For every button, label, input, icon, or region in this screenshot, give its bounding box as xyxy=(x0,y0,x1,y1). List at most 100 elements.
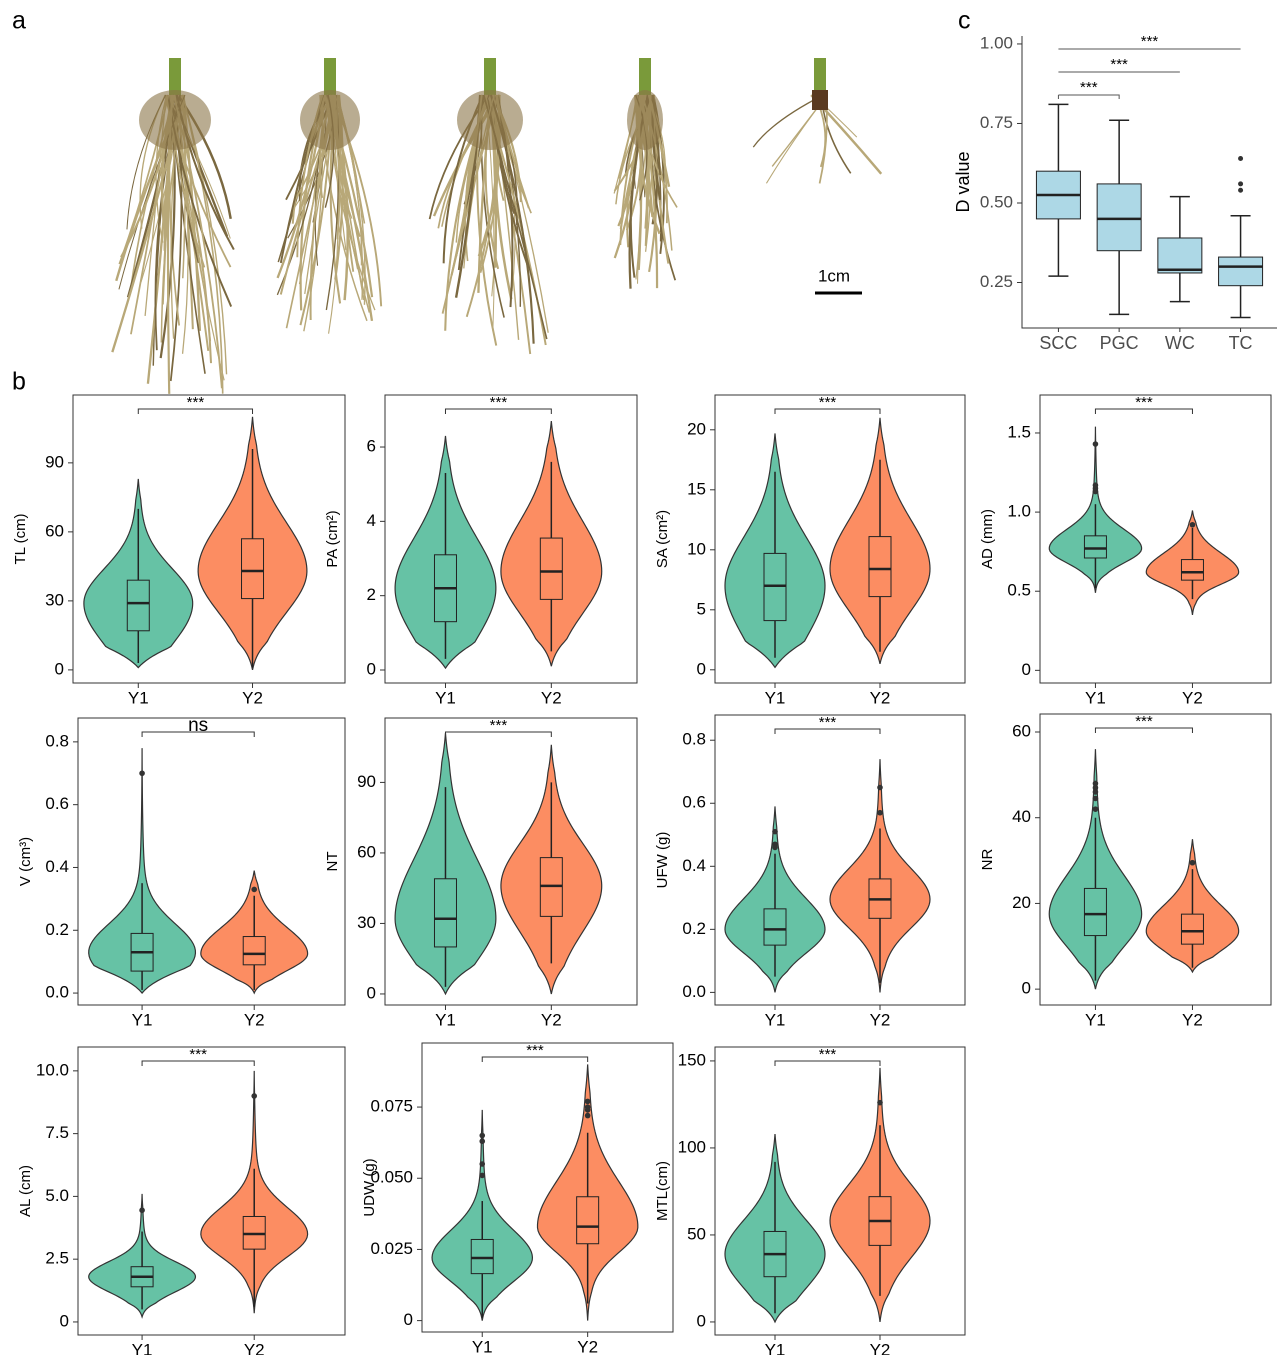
x-tick-label: Y1 xyxy=(435,688,456,707)
y-tick-label: 0 xyxy=(697,1311,706,1330)
plot-border xyxy=(715,715,965,1005)
y-tick-label: 0.2 xyxy=(45,920,69,939)
box xyxy=(243,937,265,965)
x-tick-label: Y2 xyxy=(1182,1010,1203,1029)
y-axis-title: NT xyxy=(324,852,341,872)
box xyxy=(1084,888,1106,935)
significance-label: *** xyxy=(189,1046,207,1063)
outlier xyxy=(139,770,145,776)
x-tick-label: SCC xyxy=(1039,333,1077,353)
outlier xyxy=(1093,489,1099,495)
root-photo xyxy=(112,58,881,394)
box xyxy=(471,1239,493,1273)
comparison-label: *** xyxy=(1141,33,1159,50)
y-axis-title: D value xyxy=(953,151,973,212)
outlier xyxy=(1238,181,1243,186)
box xyxy=(434,879,456,947)
crown xyxy=(457,90,523,150)
y-tick-label: 0.4 xyxy=(682,856,706,875)
significance-label: *** xyxy=(819,1046,837,1063)
outlier xyxy=(479,1173,485,1179)
y-axis-title: MTL(cm) xyxy=(654,1161,671,1221)
comparison-label: *** xyxy=(1110,56,1128,73)
outlier xyxy=(251,887,257,893)
x-tick-label: Y1 xyxy=(132,1010,153,1029)
y-tick-label: 0.0 xyxy=(45,983,69,1002)
outlier xyxy=(1190,522,1196,528)
x-tick-label: Y2 xyxy=(244,1010,265,1029)
y-tick-label: 90 xyxy=(45,452,64,471)
y-tick-label: 150 xyxy=(678,1050,706,1069)
x-tick-label: Y1 xyxy=(765,1010,786,1029)
box xyxy=(1181,914,1203,944)
x-tick-label: Y1 xyxy=(765,1340,786,1355)
box xyxy=(1181,560,1203,581)
y-tick-label: 60 xyxy=(1012,721,1031,740)
box xyxy=(1097,184,1141,251)
y-axis-title: TL (cm) xyxy=(12,513,29,564)
outlier xyxy=(1238,156,1243,161)
outlier xyxy=(1093,796,1099,802)
y-tick-label: 0 xyxy=(55,659,64,678)
y-tick-label: 0 xyxy=(367,659,376,678)
x-tick-label: Y2 xyxy=(870,1010,891,1029)
y-tick-label: 0 xyxy=(404,1310,413,1329)
y-axis-title: NR xyxy=(979,849,996,871)
outlier xyxy=(585,1107,591,1113)
y-tick-label: 0.0 xyxy=(682,982,706,1001)
panel-label: b xyxy=(12,368,26,396)
y-tick-label: 60 xyxy=(357,842,376,861)
x-tick-label: Y2 xyxy=(870,1340,891,1355)
y-tick-label: 0.8 xyxy=(45,731,69,750)
x-tick-label: Y1 xyxy=(1085,688,1106,707)
crown xyxy=(300,90,360,150)
y-tick-label: 20 xyxy=(1012,893,1031,912)
panel-label: a xyxy=(12,7,26,35)
y-tick-label: 40 xyxy=(1012,807,1031,826)
outlier xyxy=(585,1099,591,1105)
significance-label: ns xyxy=(188,715,208,736)
y-tick-label: 0.50 xyxy=(980,192,1013,211)
comparison-label: *** xyxy=(1080,79,1098,96)
y-axis-title: UDW (g) xyxy=(361,1158,378,1216)
y-tick-label: 7.5 xyxy=(45,1123,69,1142)
x-tick-label: Y2 xyxy=(541,1010,562,1029)
outlier xyxy=(479,1161,485,1167)
y-tick-label: 0.25 xyxy=(980,272,1013,291)
significance-label: *** xyxy=(526,1042,544,1059)
significance-label: *** xyxy=(490,717,508,734)
x-tick-label: Y2 xyxy=(242,688,263,707)
outlier xyxy=(139,1207,145,1213)
y-tick-label: 2 xyxy=(367,585,376,604)
y-tick-label: 60 xyxy=(45,521,64,540)
outlier xyxy=(772,829,778,835)
y-tick-label: 1.00 xyxy=(980,33,1013,52)
figure: a b c 1cm 0306090TL (cm)Y1Y2***0246PA (c… xyxy=(0,0,1277,1355)
significance-label: *** xyxy=(490,394,508,411)
crown xyxy=(139,90,211,150)
outlier xyxy=(1093,806,1099,812)
y-tick-label: 20 xyxy=(687,419,706,438)
y-tick-label: 50 xyxy=(687,1224,706,1243)
y-tick-label: 0.8 xyxy=(682,730,706,749)
x-tick-label: Y2 xyxy=(870,688,891,707)
outlier xyxy=(1190,860,1196,866)
y-tick-label: 0 xyxy=(367,983,376,1002)
outlier xyxy=(772,845,778,851)
crown xyxy=(812,90,828,110)
y-tick-label: 0 xyxy=(1022,660,1031,679)
crown xyxy=(627,90,663,150)
y-tick-label: 5.0 xyxy=(45,1186,69,1205)
y-axis-title: AL (cm) xyxy=(17,1165,34,1217)
y-tick-label: 0.6 xyxy=(682,793,706,812)
plot-border xyxy=(1040,714,1271,1005)
box xyxy=(577,1197,599,1244)
x-tick-label: TC xyxy=(1229,333,1253,353)
y-axis-title: AD (mm) xyxy=(979,509,996,569)
y-tick-label: 100 xyxy=(678,1137,706,1156)
box xyxy=(764,909,786,945)
x-tick-label: PGC xyxy=(1100,333,1139,353)
outlier xyxy=(251,1093,257,1099)
box xyxy=(127,580,149,631)
box xyxy=(1158,238,1202,273)
